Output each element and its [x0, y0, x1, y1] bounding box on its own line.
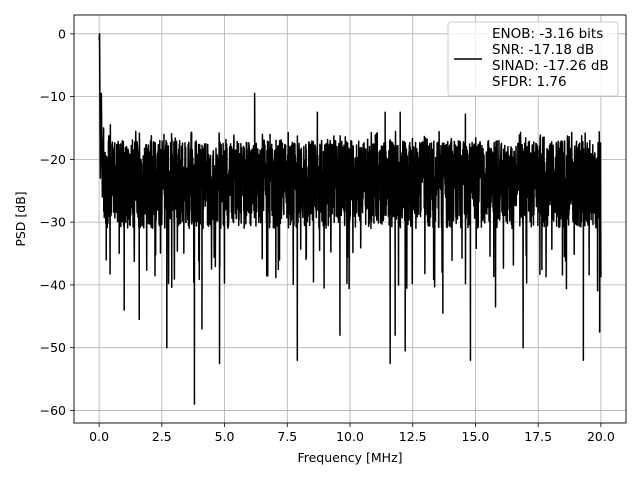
legend: ENOB: -3.16 bits SNR: -17.18 dB SINAD: -… [447, 21, 619, 97]
legend-enob-text: ENOB: -3.16 bits [492, 26, 603, 42]
y-tick-label: −20 [40, 152, 66, 167]
legend-box [447, 21, 619, 97]
x-tick-label: 5.0 [215, 429, 235, 444]
x-axis-label: Frequency [MHz] [297, 450, 402, 465]
psd-series-line [98, 33, 602, 405]
y-tick-label: −30 [40, 215, 66, 230]
legend-sinad-text: SINAD: -17.26 dB [492, 58, 609, 74]
x-tick-label: 7.5 [277, 429, 297, 444]
x-tick-label: 20.0 [587, 429, 615, 444]
x-tick-label: 0.0 [89, 429, 109, 444]
x-tick-label: 2.5 [152, 429, 172, 444]
y-axis: 0 −10 −20 −30 −40 −50 −60 [40, 26, 74, 418]
legend-sfdr-text: SFDR: 1.76 [492, 74, 567, 90]
plot-area [98, 33, 602, 405]
y-tick-label: −50 [40, 340, 66, 355]
y-tick-label: −10 [40, 89, 66, 104]
y-tick-label: −40 [40, 277, 66, 292]
legend-snr-text: SNR: -17.18 dB [492, 42, 594, 58]
x-axis: 0.0 2.5 5.0 7.5 10.0 12.5 15.0 17.5 20.0 [89, 423, 615, 444]
y-axis-label: PSD [dB] [13, 191, 28, 246]
x-tick-label: 12.5 [399, 429, 427, 444]
x-tick-label: 10.0 [336, 429, 364, 444]
y-tick-label: 0 [58, 26, 66, 41]
x-tick-label: 17.5 [524, 429, 552, 444]
y-tick-label: −60 [40, 403, 66, 418]
x-tick-label: 15.0 [462, 429, 490, 444]
